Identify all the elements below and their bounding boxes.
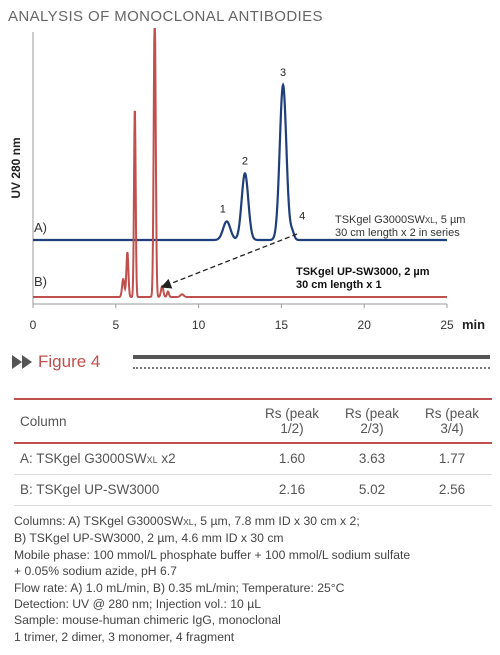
rs34-value: 1.77 bbox=[438, 451, 466, 467]
notes-sample: Sample: mouse-human chimeric IgG, monocl… bbox=[14, 613, 281, 628]
peak-label: 2 bbox=[242, 155, 248, 167]
x-tick-label: 0 bbox=[30, 318, 37, 332]
peak-label: 4 bbox=[299, 211, 305, 223]
trace-b-line bbox=[33, 28, 447, 298]
figure-marker-icon bbox=[22, 355, 32, 369]
peak-label: 1 bbox=[220, 203, 226, 215]
trace-a-line bbox=[33, 82, 447, 242]
notes-detection: Detection: UV @ 280 nm; Injection vol.: … bbox=[14, 597, 262, 612]
y-axis-label: UV 280 nm bbox=[9, 137, 23, 198]
rs12-value: 2.16 bbox=[278, 482, 306, 497]
notes-mobile-phase-cont: + 0.05% sodium azide, pH 6.7 bbox=[14, 564, 177, 579]
table-row: A: TSKgel G3000SWXL x2 1.60 3.63 1.77 bbox=[14, 443, 492, 474]
figure-label: Figure 4 bbox=[38, 352, 101, 371]
notes-flow-rate: Flow rate: A) 1.0 mL/min, B) 0.35 mL/min… bbox=[14, 580, 345, 595]
figure-divider bbox=[133, 355, 490, 359]
rs12-header: Rs (peak 1/2) bbox=[264, 406, 320, 436]
trace-b-label: B) bbox=[34, 274, 47, 289]
resolution-table: Column Rs (peak 1/2) Rs (peak 2/3) Rs (p… bbox=[14, 398, 492, 506]
x-tick-label: 5 bbox=[112, 318, 119, 332]
annotation-a-line1: TSKgel G3000SWXL, 5 µm bbox=[335, 214, 465, 226]
rs23-header: Rs (peak 2/3) bbox=[344, 406, 400, 436]
figure-divider-dotted bbox=[133, 367, 490, 369]
table-row: B: TSKgel UP-SW3000 2.16 5.02 2.56 bbox=[14, 474, 492, 505]
x-tick-label: 10 bbox=[192, 318, 206, 332]
rs23-value: 5.02 bbox=[358, 482, 386, 497]
column-header: Column bbox=[20, 413, 67, 429]
x-tick-label: 20 bbox=[358, 318, 372, 332]
trace-a-label: A) bbox=[34, 220, 47, 235]
notes-columns-b: B) TSKgel UP-SW3000, 2 µm, 4.6 mm ID x 3… bbox=[14, 531, 284, 546]
peak-label: 3 bbox=[280, 67, 286, 79]
column-name: B: TSKgel UP-SW3000 bbox=[20, 482, 160, 497]
x-tick-label: 25 bbox=[440, 318, 454, 332]
rs12-value: 1.60 bbox=[278, 451, 306, 467]
notes-peak-legend: 1 trimer, 2 dimer, 3 monomer, 4 fragment bbox=[14, 629, 235, 644]
annotation-a-line2: 30 cm length x 2 in series bbox=[335, 227, 460, 239]
annotation-b-line1: TSKgel UP-SW3000, 2 µm bbox=[296, 266, 430, 278]
page-heading: ANALYSIS OF MONOCLONAL ANTIBODIES bbox=[8, 8, 323, 25]
x-tick-label: 15 bbox=[275, 318, 289, 332]
rs23-value: 3.63 bbox=[358, 451, 386, 467]
annotation-b-line2: 30 cm length x 1 bbox=[296, 279, 382, 291]
table-header-row: Column Rs (peak 1/2) Rs (peak 2/3) Rs (p… bbox=[14, 399, 492, 443]
x-axis-unit: min bbox=[462, 317, 485, 332]
notes-mobile-phase: Mobile phase: 100 mmol/L phosphate buffe… bbox=[14, 547, 411, 562]
method-notes: Columns: A) TSKgel G3000SWXL, 5 µm, 7.8 … bbox=[14, 513, 498, 645]
column-name: A: TSKgel G3000SWXL x2 bbox=[20, 451, 176, 467]
notes-columns-a: Columns: A) TSKgel G3000SWXL, 5 µm, 7.8 … bbox=[14, 514, 360, 528]
rs34-value: 2.56 bbox=[438, 482, 466, 497]
rs34-header: Rs (peak 3/4) bbox=[424, 406, 480, 436]
figure-marker-icon bbox=[12, 355, 22, 369]
chromatogram-chart: UV 280 nm 0 5 10 15 20 25 min A) B) 1 2 3 4 TSKg… bbox=[9, 28, 485, 332]
comparison-arrow bbox=[160, 233, 298, 289]
